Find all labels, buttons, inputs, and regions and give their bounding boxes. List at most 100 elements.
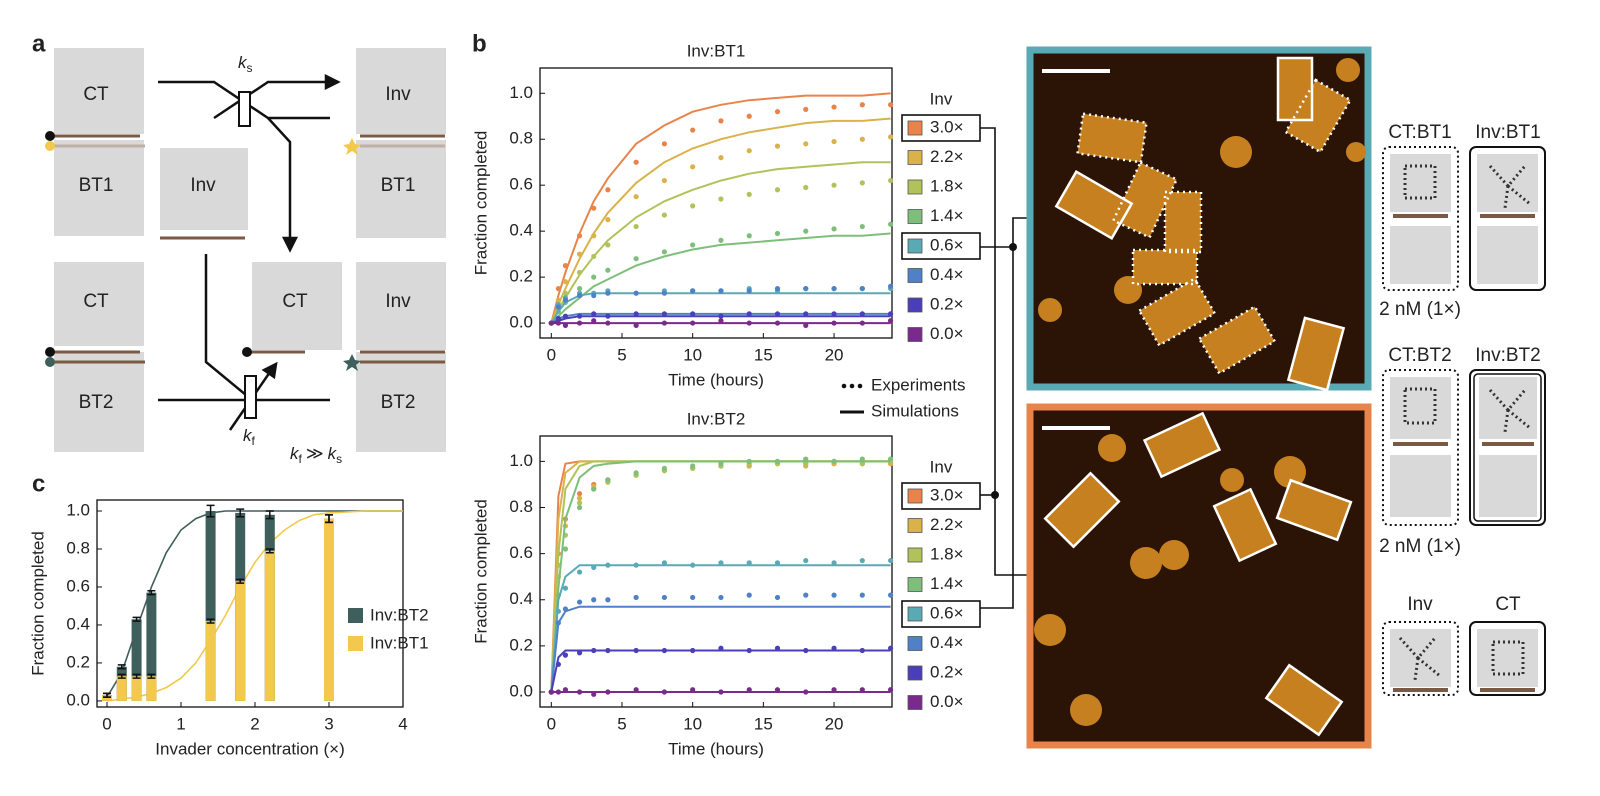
experiment-point	[605, 217, 611, 223]
experiment-point	[831, 458, 837, 464]
experiment-point	[887, 134, 894, 140]
y-tick-label: 0.4	[509, 221, 533, 240]
experiment-point	[576, 500, 583, 506]
experiment-point	[718, 196, 724, 202]
experiment-point	[690, 687, 696, 693]
experiment-point	[718, 237, 724, 243]
experiment-point	[548, 320, 554, 326]
experiment-point	[661, 290, 668, 296]
tile-label: Inv	[385, 291, 411, 312]
experiment-point	[690, 594, 696, 601]
experiment-point	[576, 285, 583, 292]
panel-label: a	[32, 30, 46, 57]
x-tick-label: 0	[547, 714, 556, 733]
experiment-point	[746, 458, 752, 464]
simulation-line	[550, 92, 891, 324]
fluorophore	[242, 347, 252, 357]
experiment-point	[859, 456, 865, 462]
experiment-point	[859, 647, 865, 654]
experiment-point	[605, 187, 611, 193]
experiment-point	[746, 148, 752, 154]
experiment-point	[859, 687, 865, 693]
experiment-point	[605, 562, 611, 568]
experiment-point	[576, 313, 583, 319]
legend-label: 0.4×	[930, 633, 964, 652]
experiment-point	[661, 320, 668, 326]
experiment-point	[774, 594, 781, 601]
experiment-point	[774, 645, 781, 651]
experiment-point	[690, 463, 696, 469]
experiment-point	[661, 647, 668, 654]
schematic-label: CT:BT2	[1388, 345, 1451, 366]
experiment-point	[605, 320, 611, 326]
y-axis-label: Fraction completed	[28, 531, 47, 676]
legend-label: 0.4×	[930, 265, 964, 284]
experiment-point	[746, 592, 752, 598]
tile	[54, 262, 144, 346]
experiment-point	[562, 585, 569, 591]
experiment-point	[831, 138, 837, 145]
node	[1009, 243, 1017, 251]
experiment-point	[690, 164, 696, 170]
legend-label: 1.4×	[930, 574, 964, 593]
experiment-point	[859, 136, 865, 142]
experiment-point	[887, 557, 894, 564]
y-tick-label: 0.0	[509, 681, 533, 700]
experiment-point	[661, 212, 668, 218]
x-tick-label: 0	[102, 714, 111, 733]
legend-label: 1.8×	[930, 544, 964, 563]
experiment-point	[605, 267, 611, 273]
experiment-point	[887, 645, 894, 651]
error-bar	[102, 692, 111, 698]
star	[343, 354, 361, 371]
experiment-point	[803, 311, 809, 317]
experiment-point	[887, 456, 894, 462]
x-tick-label: 15	[754, 714, 773, 733]
fluorophore	[45, 347, 55, 357]
y-tick-label: 0.4	[66, 614, 90, 633]
experiment-point	[690, 127, 696, 133]
tile-label: BT1	[79, 175, 114, 196]
experiment-point	[887, 318, 894, 324]
chart-title: Inv:BT1	[687, 41, 746, 60]
experiment-point	[803, 141, 809, 147]
tile-label: CT	[83, 84, 109, 105]
experiment-point	[633, 687, 639, 693]
experiment-point	[555, 661, 561, 667]
panel-label: b	[472, 30, 487, 57]
experiment-point	[661, 689, 668, 695]
rate-fast: kf	[243, 426, 256, 448]
experiment-point	[562, 297, 569, 303]
x-tick-label: 3	[324, 714, 333, 733]
experiment-point	[562, 322, 569, 328]
experiment-point	[591, 691, 597, 697]
legend-highlight	[901, 600, 981, 628]
experiment-point	[591, 564, 597, 571]
experiment-point	[859, 320, 865, 326]
x-tick-label: 10	[683, 714, 702, 733]
experiment-point	[831, 645, 837, 651]
simulation-line	[550, 605, 891, 693]
y-tick-label: 0.6	[509, 175, 533, 194]
experiment-point	[591, 597, 597, 603]
experiment-point	[746, 113, 752, 119]
simulation-line	[550, 232, 891, 324]
legend-label: 3.0×	[930, 485, 964, 504]
error-bar	[236, 578, 245, 584]
legend-label: 0.6×	[930, 603, 964, 622]
experiment-point	[803, 647, 809, 654]
experiment-point	[633, 594, 639, 601]
simulation-line	[550, 161, 891, 324]
plot-frame	[539, 67, 893, 339]
experiment-point	[831, 592, 837, 598]
bar	[205, 511, 216, 701]
experiment-point	[887, 283, 894, 289]
legend-highlight	[901, 482, 981, 510]
rate-relation: kf ≫ ks	[290, 444, 342, 466]
tile-label: CT	[282, 291, 308, 312]
experiment-point	[803, 322, 809, 328]
bar	[205, 621, 216, 701]
legend-swatch	[907, 120, 923, 136]
